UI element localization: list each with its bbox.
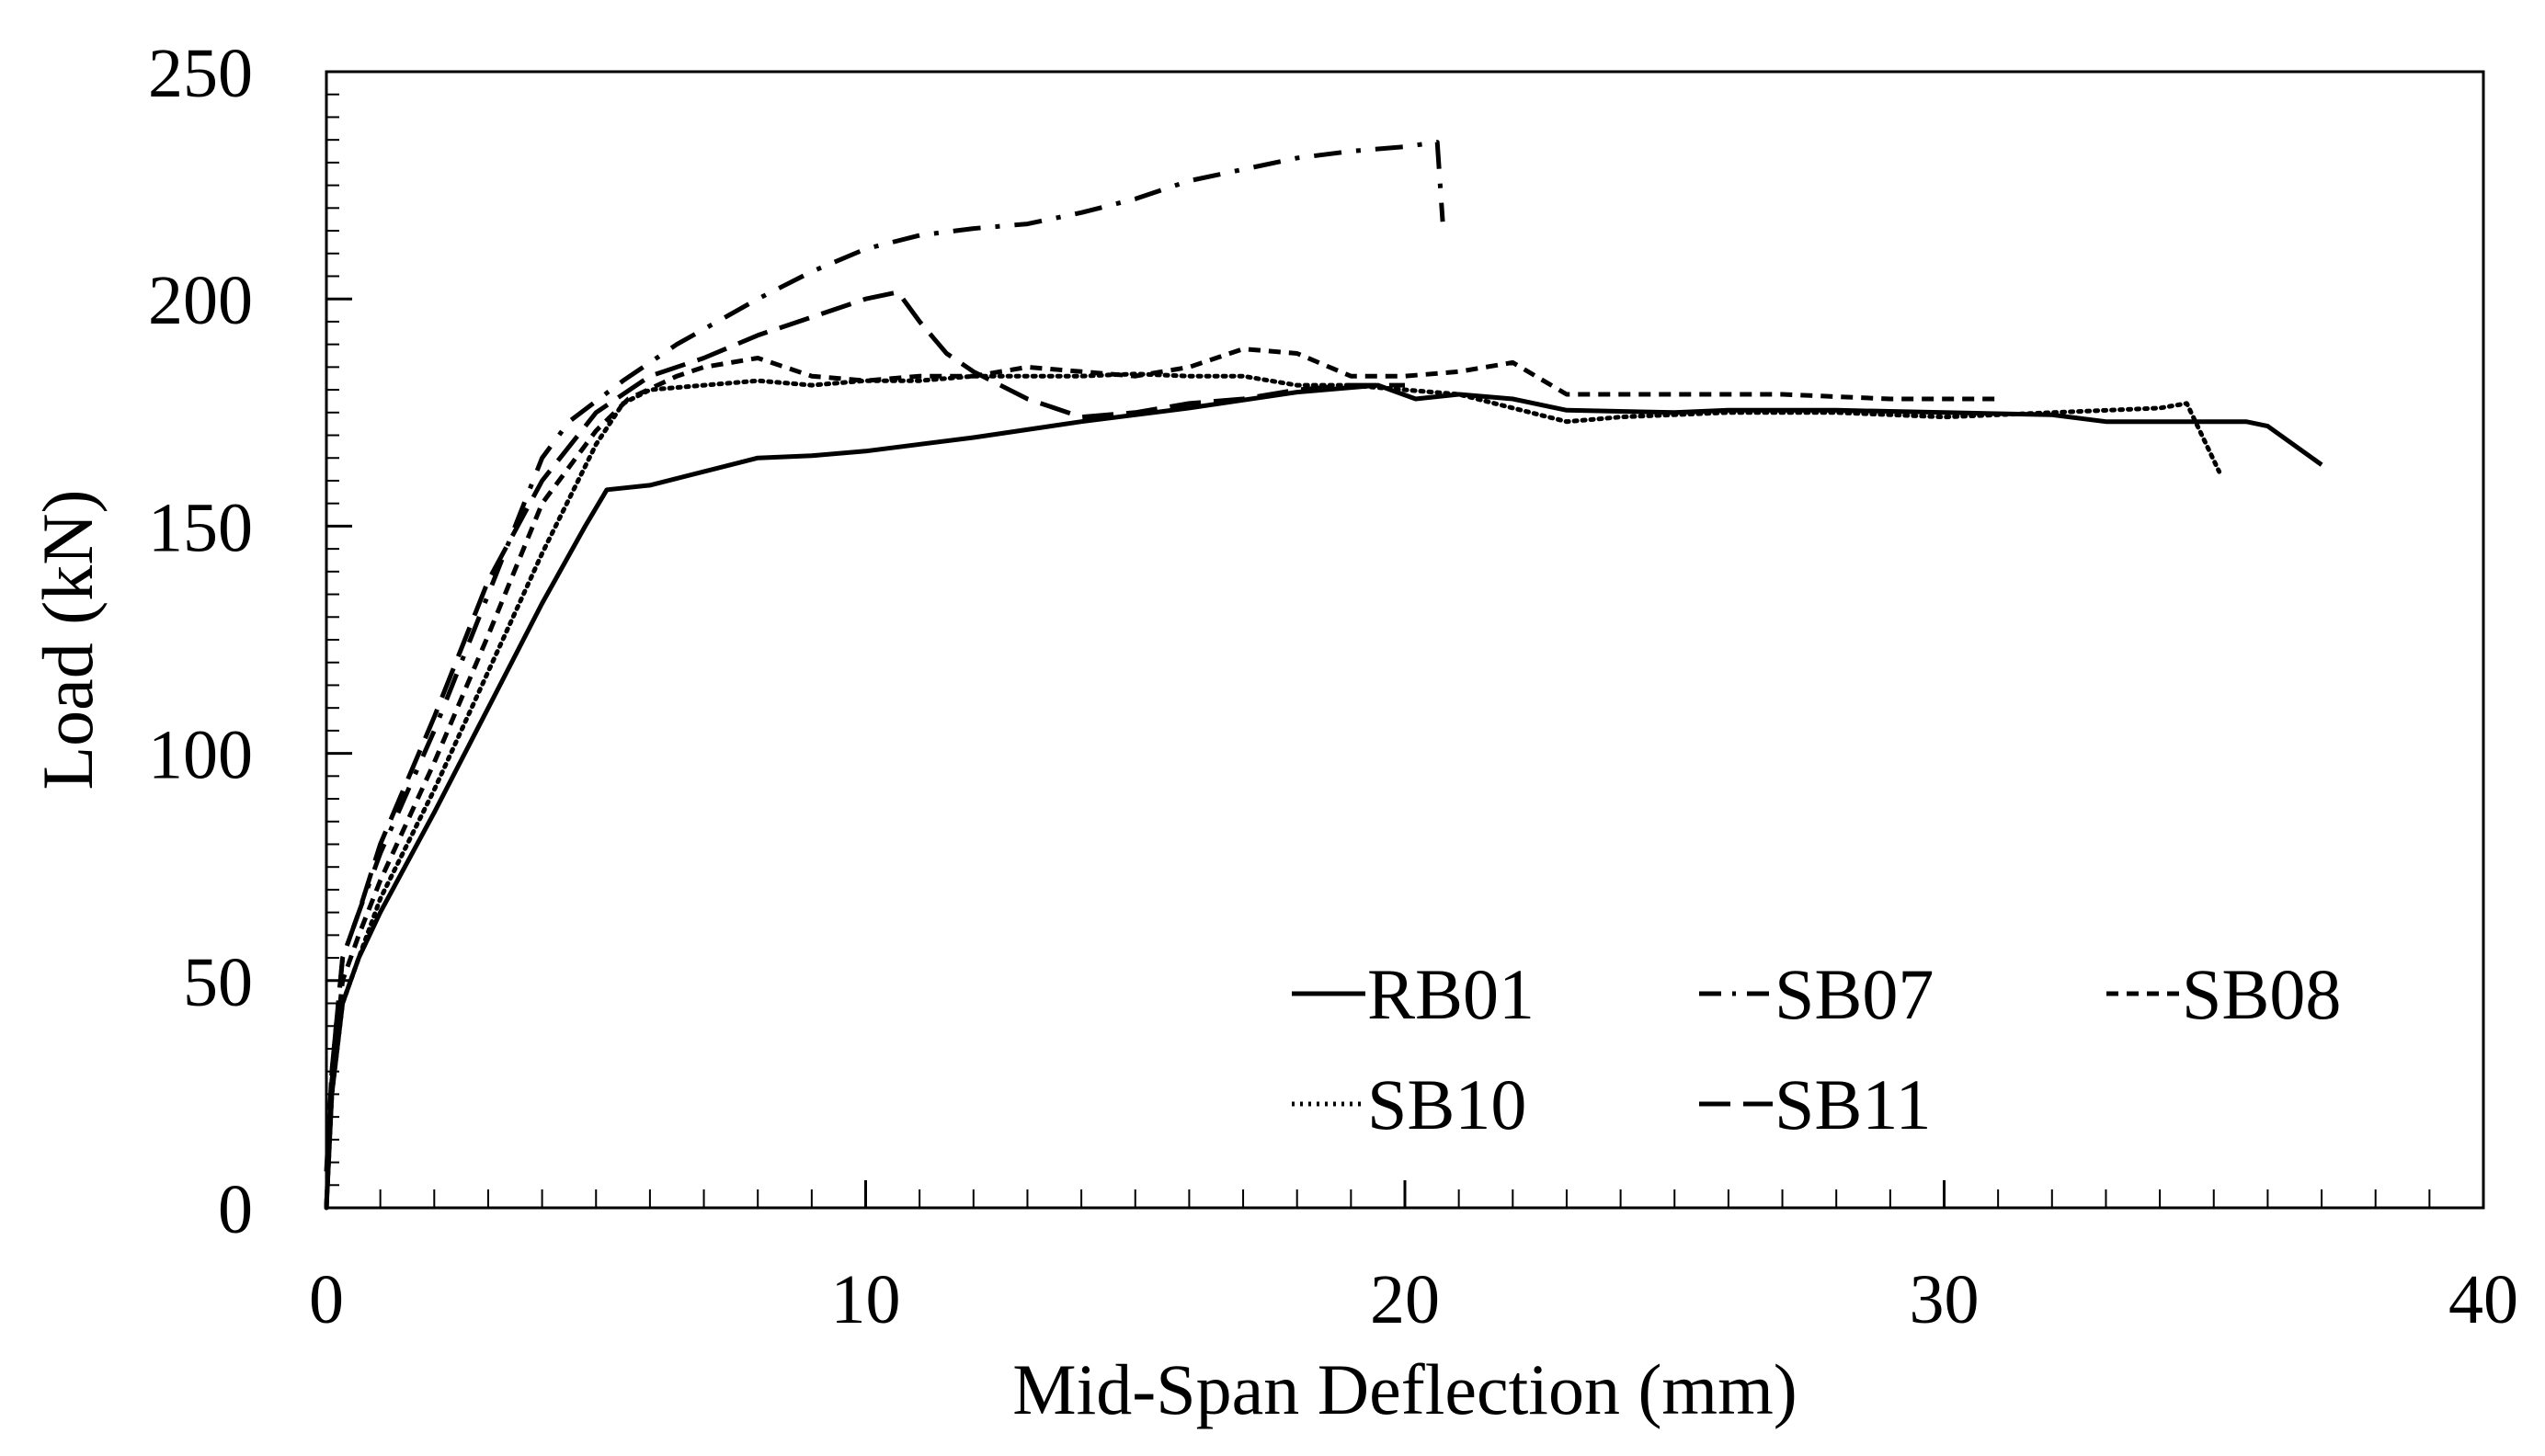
series-line-sb08 [324, 347, 1999, 1209]
y-tick-label: 50 [183, 944, 253, 1021]
legend-label-rb01: RB01 [1367, 954, 1535, 1034]
legend-label-sb11: SB11 [1775, 1064, 1932, 1144]
x-tick-label: 40 [2448, 1261, 2518, 1338]
x-tick-label: 20 [1370, 1261, 1440, 1338]
x-tick-label: 10 [831, 1261, 901, 1338]
legend-label-sb07: SB07 [1775, 954, 1934, 1034]
legend-entry-sb10: SB10 [1292, 1064, 1526, 1144]
legend-entry-sb11: SB11 [1699, 1064, 1932, 1144]
x-tick-label: 0 [309, 1261, 344, 1338]
ticks-layer [325, 70, 2485, 1210]
x-tick-label: 30 [1910, 1261, 1980, 1338]
legend: RB01 SB07 SB08 SB10 SB11 [1292, 954, 2341, 1144]
legend-entry-rb01: RB01 [1292, 954, 1535, 1034]
y-tick-label: 200 [148, 262, 253, 339]
y-tick-label: 150 [148, 489, 253, 566]
series-line-rb01 [324, 382, 2323, 1209]
series-line-sb11 [324, 290, 1405, 1209]
legend-entry-sb07: SB07 [1699, 954, 1934, 1034]
x-axis-title: Mid-Span Deflection (mm) [1012, 1349, 1797, 1429]
labels-layer: 0 50 100 150 200 250 0 10 20 30 40 [148, 35, 2518, 1338]
series-line-sb07 [324, 140, 1445, 1172]
legend-label-sb08: SB08 [2182, 954, 2341, 1034]
legend-label-sb10: SB10 [1367, 1064, 1526, 1144]
legend-entry-sb08: SB08 [2106, 954, 2341, 1034]
plot-area-border [325, 70, 2485, 1210]
y-tick-label: 0 [218, 1171, 253, 1248]
y-axis-title: Load (kN) [28, 489, 108, 790]
series-line-sb10 [324, 371, 2222, 1211]
y-tick-label: 100 [148, 717, 253, 794]
y-tick-label: 250 [148, 35, 253, 112]
series-layer [324, 140, 2323, 1211]
